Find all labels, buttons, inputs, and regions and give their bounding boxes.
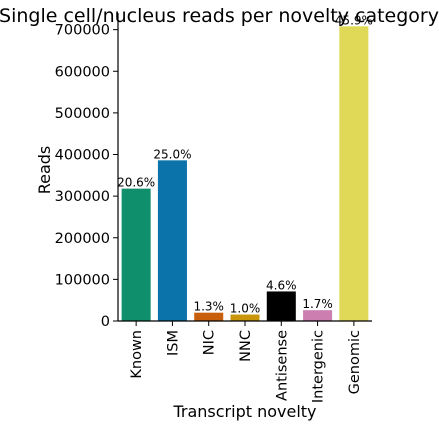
bar-nnc <box>230 314 260 321</box>
percent-label-known: 20.6% <box>117 176 155 190</box>
percent-label-nnc: 1.0% <box>230 302 261 316</box>
y-tick-label: 200000 <box>55 231 110 247</box>
x-tick-label-antisense: Antisense <box>274 330 290 401</box>
x-tick-label-nic: NIC <box>202 330 218 355</box>
chart-title: Single cell/nucleus reads per novelty ca… <box>0 5 439 27</box>
y-tick-label: 600000 <box>55 64 110 80</box>
y-tick-label: 400000 <box>55 148 110 164</box>
bar-known <box>121 188 151 321</box>
bar-antisense <box>266 291 296 321</box>
x-tick-label-genomic: Genomic <box>347 330 363 394</box>
percent-labels-group: 20.6% 25.0% 1.3% 1.0% 4.6% 1.7% 45.9% <box>117 13 373 315</box>
y-axis-label: Reads <box>35 146 54 195</box>
bars-group <box>121 26 369 321</box>
x-tick-label-nnc: NNC <box>238 330 254 362</box>
x-tick-label-ism: ISM <box>165 330 181 356</box>
x-tick-label-known: Known <box>129 330 145 379</box>
x-axis-label: Transcript novelty <box>172 402 316 421</box>
y-tick-label: 700000 <box>55 23 110 39</box>
percent-label-intergenic: 1.7% <box>302 297 333 311</box>
bar-nic <box>194 312 224 321</box>
percent-label-nic: 1.3% <box>193 300 224 314</box>
y-tick-label: 100000 <box>55 272 110 288</box>
percent-label-genomic: 45.9% <box>335 13 373 27</box>
percent-label-antisense: 4.6% <box>266 278 297 292</box>
bar-intergenic <box>303 310 333 321</box>
y-axis-ticks: 0 100000 200000 300000 400000 500000 600000 700… <box>55 23 118 330</box>
percent-label-ism: 25.0% <box>153 147 191 161</box>
y-tick-label: 500000 <box>55 106 110 122</box>
bar-ism <box>157 160 187 321</box>
x-axis-ticks: Known ISM NIC NNC Antisense Intergenic Genomic <box>129 321 363 403</box>
bar-genomic <box>339 26 369 321</box>
y-tick-label: 0 <box>101 314 110 330</box>
x-tick-label-intergenic: Intergenic <box>311 330 327 403</box>
y-tick-label: 300000 <box>55 189 110 205</box>
